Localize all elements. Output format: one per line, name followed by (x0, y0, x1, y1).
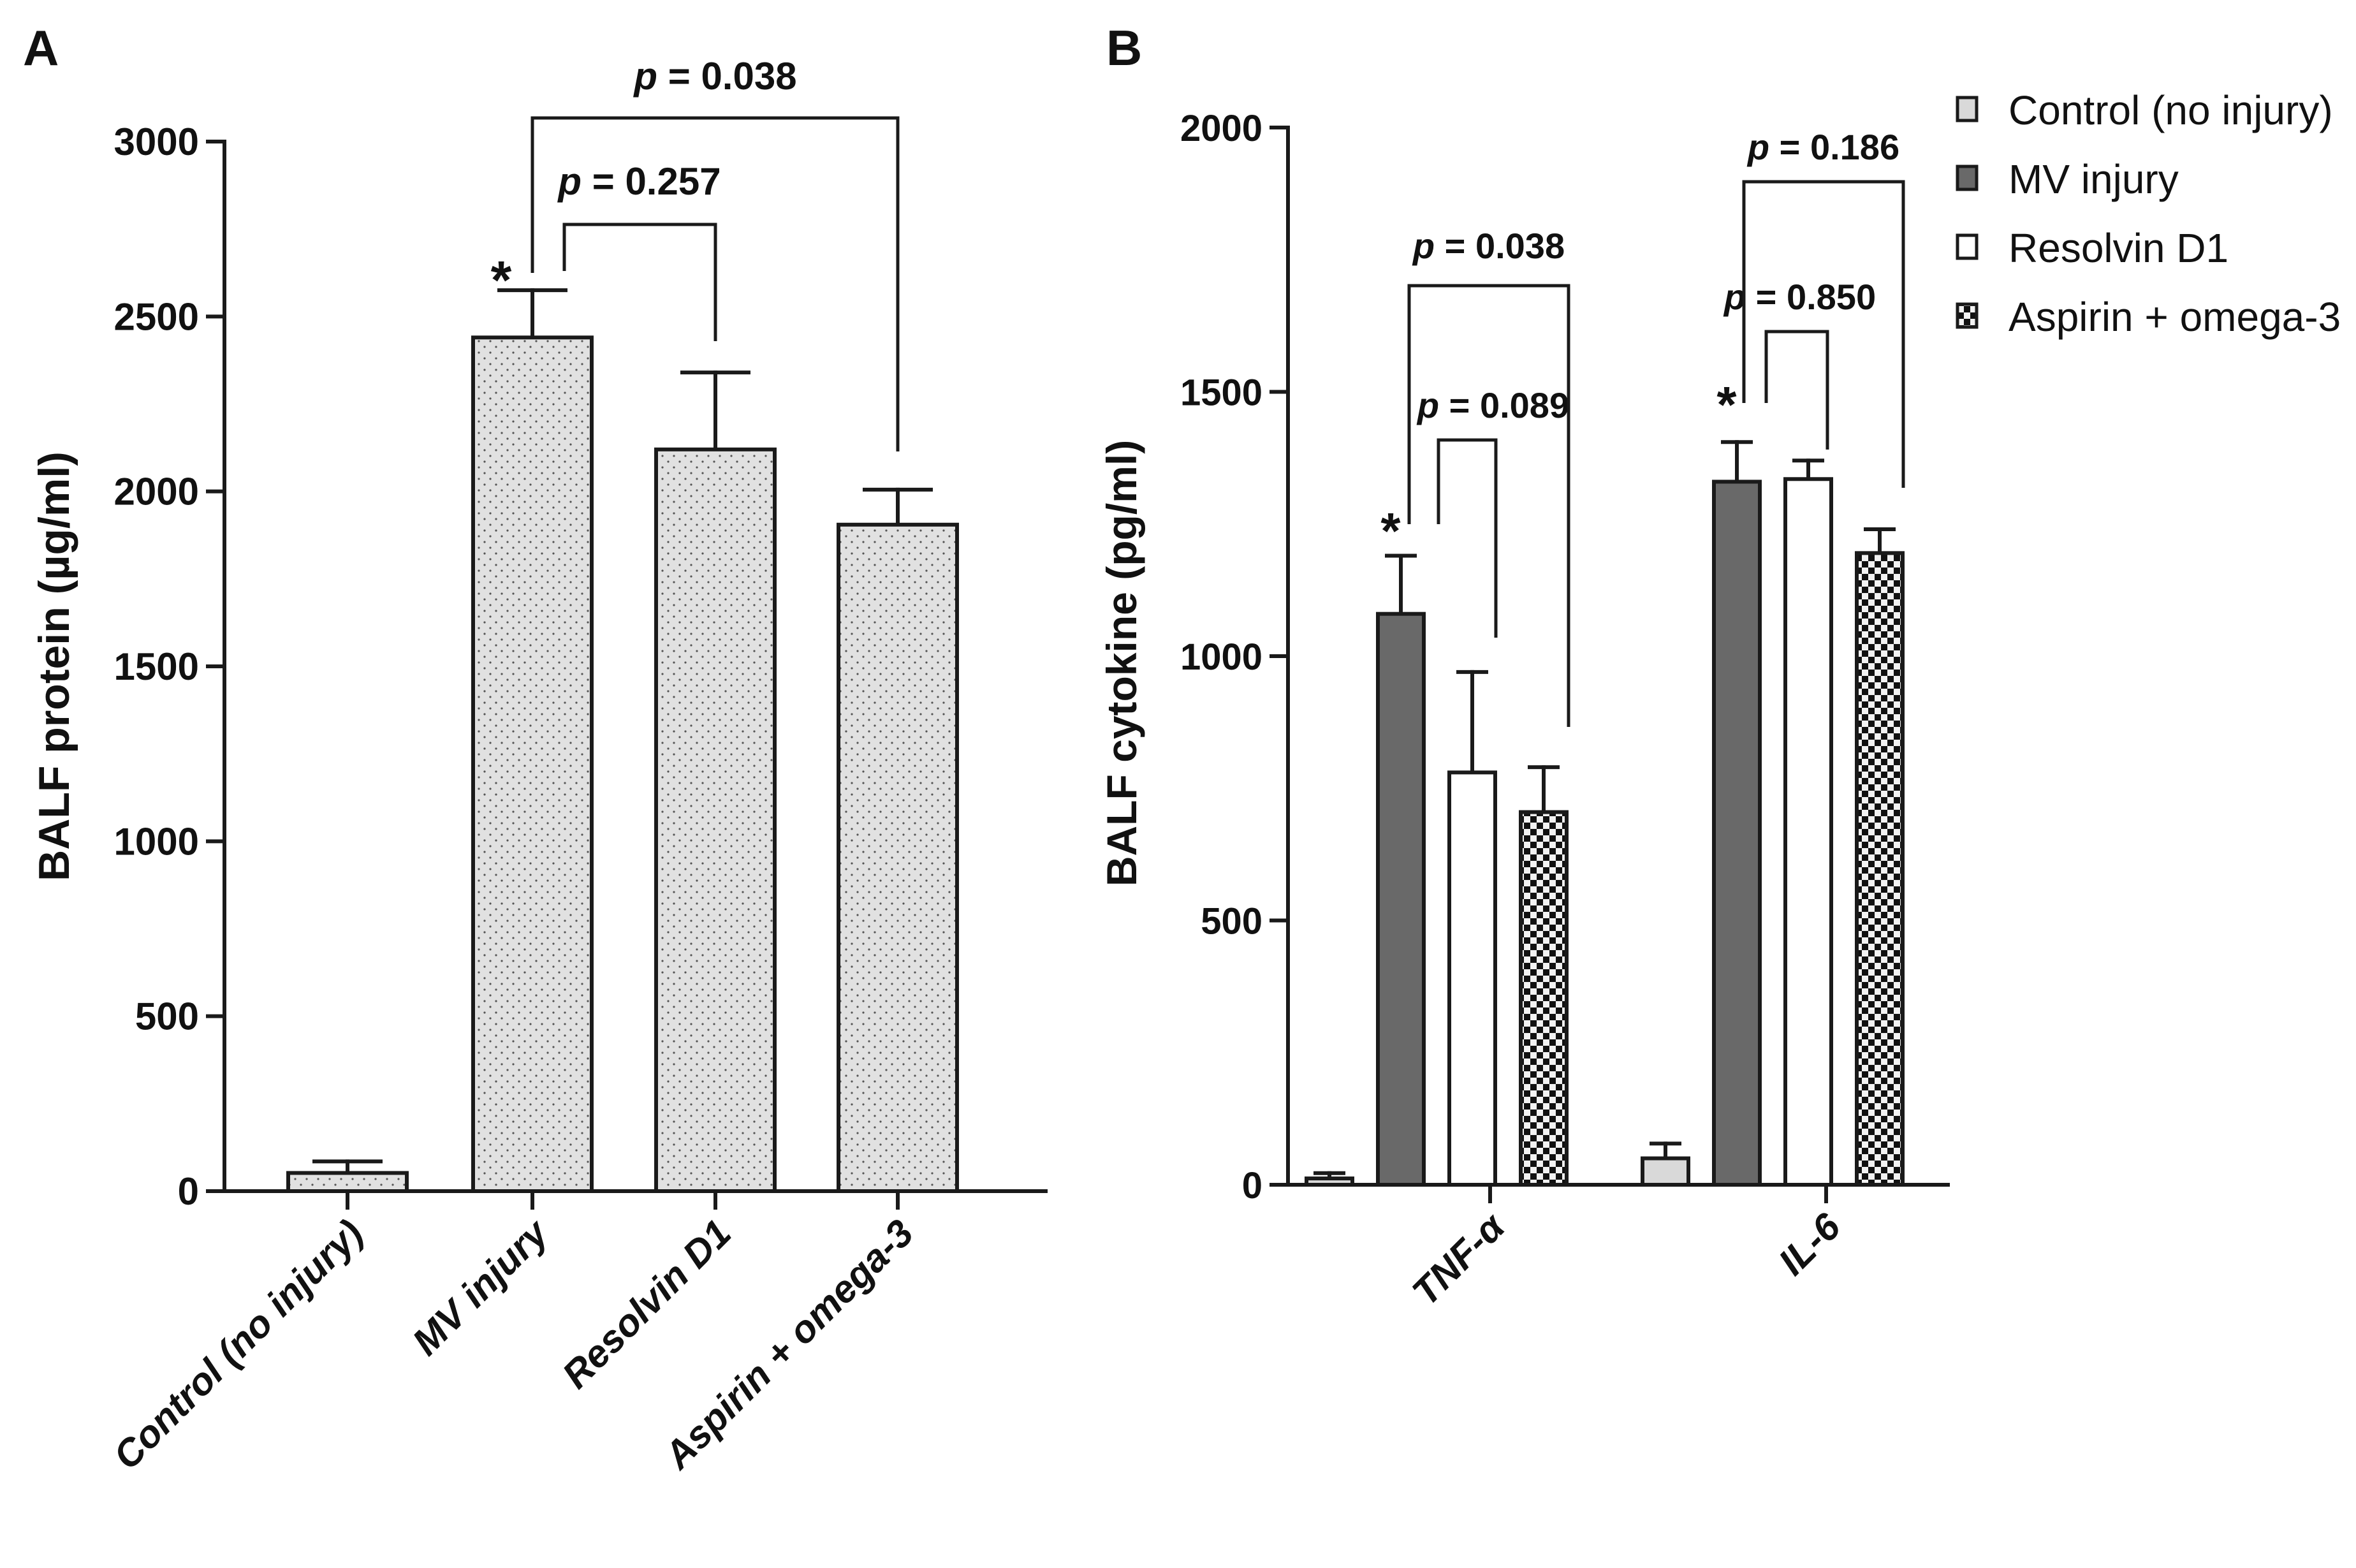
p-value-label: p = 0.038 (1412, 226, 1565, 266)
panel-a: A 0 500 1000 1500 2000 2500 3000 BALF protein (µ… (23, 20, 1048, 1478)
x-tick-label: Resolvin D1 (554, 1212, 739, 1396)
bar (1783, 477, 1833, 1187)
p-symbol: p (633, 55, 657, 98)
panel-label-b: B (1106, 20, 1142, 76)
legend-label: Aspirin + omega-3 (2008, 294, 2341, 340)
p-symbol: p (1412, 226, 1435, 266)
p-symbol: p (1416, 385, 1439, 425)
p-symbol: p (1746, 127, 1769, 167)
significance-star: * (491, 250, 512, 310)
y-tick-label: 1000 (114, 820, 199, 863)
comparison-bracket (530, 116, 900, 451)
y-tick-label: 0 (178, 1170, 199, 1213)
bar (1305, 1176, 1354, 1187)
y-tick-label: 500 (1201, 901, 1262, 942)
comparison-bracket (562, 223, 717, 341)
p-symbol: p (557, 160, 582, 203)
bar (1519, 810, 1569, 1187)
p-symbol: p (1723, 277, 1746, 317)
p-value-label: p = 0.089 (1416, 385, 1569, 425)
p-value-label: p = 0.850 (1723, 277, 1876, 317)
legend-label: MV injury (2008, 156, 2179, 202)
legend-swatch (1956, 165, 1979, 191)
y-axis-label: BALF protein (µg/ml) (30, 451, 78, 881)
y-axis-label: BALF cytokine (pg/ml) (1098, 440, 1145, 886)
bar (1641, 1156, 1690, 1187)
comparison-bracket (1764, 330, 1829, 450)
y-tick-label: 1000 (1180, 636, 1262, 678)
bar (1447, 770, 1497, 1187)
y-tick-label: 3000 (114, 121, 199, 163)
legend-label: Resolvin D1 (2008, 225, 2228, 271)
bar (1855, 551, 1905, 1187)
panel-b: B 0 500 1000 1500 2000 BALF cytokine (pg/ml) TN… (1098, 20, 2341, 1314)
bar (471, 335, 594, 1194)
bar (286, 1171, 409, 1194)
legend-label: Control (no injury) (2008, 87, 2333, 133)
comparison-bracket (1407, 284, 1570, 727)
y-tick-label: 0 (1242, 1165, 1262, 1206)
bar (1712, 480, 1762, 1187)
x-tick-label: Control (no injury) (105, 1212, 371, 1477)
legend-swatch (1956, 302, 1979, 329)
x-tick-label: TNF-α (1404, 1204, 1514, 1314)
p-value: = 0.850 (1746, 277, 1876, 317)
p-value: = 0.038 (1435, 226, 1565, 266)
p-value: = 0.186 (1769, 127, 1899, 167)
panel-label-a: A (23, 20, 59, 76)
bar (654, 447, 777, 1193)
p-value-label: p = 0.257 (557, 160, 721, 203)
x-tick-label: MV injury (404, 1210, 557, 1363)
comparison-bracket (1742, 180, 1905, 488)
legend-swatch (1956, 96, 1979, 122)
p-value-label: p = 0.186 (1746, 127, 1899, 167)
p-value: = 0.089 (1439, 385, 1569, 425)
y-tick-label: 1500 (114, 645, 199, 688)
y-tick-label: 2000 (1180, 108, 1262, 149)
p-value: = 0.038 (657, 55, 797, 98)
y-tick-label: 2500 (114, 295, 199, 338)
y-tick-label: 500 (135, 995, 199, 1038)
significance-star: * (1716, 376, 1737, 433)
significance-star: * (1380, 502, 1401, 559)
bar (837, 522, 959, 1193)
p-value: = 0.257 (582, 160, 721, 203)
y-tick-label: 1500 (1180, 372, 1262, 414)
bar (1376, 612, 1426, 1187)
p-value-label: p = 0.038 (633, 55, 796, 98)
y-tick-label: 2000 (114, 471, 199, 513)
x-tick-label: IL-6 (1770, 1205, 1848, 1283)
comparison-bracket (1437, 438, 1498, 638)
legend-swatch (1956, 233, 1979, 260)
